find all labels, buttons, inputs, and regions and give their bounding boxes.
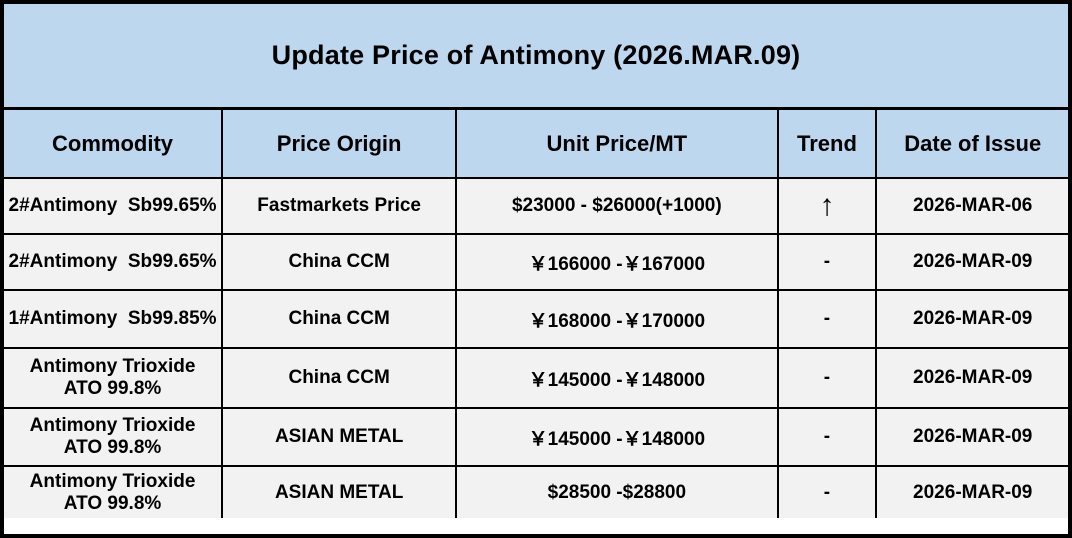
cell-price-origin: China CCM: [221, 289, 458, 349]
cell-date-of-issue: 2026-MAR-09: [875, 233, 1068, 291]
cell-price-origin: ASIAN METAL: [221, 465, 458, 518]
cell-date-of-issue: 2026-MAR-09: [875, 289, 1068, 349]
cell-price-origin: Fastmarkets Price: [221, 177, 458, 235]
cell-price-origin: China CCM: [221, 233, 458, 291]
column-header-trend: Trend: [776, 110, 878, 179]
cell-date-of-issue: 2026-MAR-09: [875, 465, 1068, 518]
trend-flat-dash: -: [776, 289, 878, 349]
cell-commodity: Antimony Trioxide ATO 99.8%: [4, 347, 224, 409]
column-header-date-of-issue: Date of Issue: [875, 110, 1068, 179]
table-row: Antimony Trioxide ATO 99.8% ASIAN METAL …: [4, 465, 1068, 518]
cell-unit-price: $23000 - $26000(+1000): [455, 177, 779, 235]
cell-date-of-issue: 2026-MAR-06: [875, 177, 1068, 235]
column-header-commodity: Commodity: [4, 110, 224, 179]
table-row: 1#Antimony Sb99.85% China CCM ￥168000 -￥…: [4, 289, 1068, 349]
table-row: Antimony Trioxide ATO 99.8% China CCM ￥1…: [4, 347, 1068, 409]
cell-price-origin: ASIAN METAL: [221, 407, 458, 467]
cell-commodity: Antimony Trioxide ATO 99.8%: [4, 407, 224, 467]
cell-date-of-issue: 2026-MAR-09: [875, 407, 1068, 467]
trend-up-arrow-icon: ↑: [776, 177, 878, 235]
column-header-unit-price: Unit Price/MT: [455, 110, 779, 179]
trend-flat-dash: -: [776, 465, 878, 518]
cell-commodity: 1#Antimony Sb99.85%: [4, 289, 224, 349]
cell-commodity: Antimony Trioxide ATO 99.8%: [4, 465, 224, 518]
price-table: Commodity Price Origin Unit Price/MT Tre…: [4, 110, 1068, 518]
cell-unit-price: $28500 -$28800: [455, 465, 779, 518]
trend-flat-dash: -: [776, 407, 878, 467]
cell-commodity: 2#Antimony Sb99.65%: [4, 177, 224, 235]
cell-price-origin: China CCM: [221, 347, 458, 409]
trend-flat-dash: -: [776, 233, 878, 291]
column-header-price-origin: Price Origin: [221, 110, 458, 179]
cell-unit-price: ￥166000 -￥167000: [455, 233, 779, 291]
cell-unit-price: ￥145000 -￥148000: [455, 347, 779, 409]
cell-unit-price: ￥168000 -￥170000: [455, 289, 779, 349]
table-row: Antimony Trioxide ATO 99.8% ASIAN METAL …: [4, 407, 1068, 467]
table-row: 2#Antimony Sb99.65% Fastmarkets Price $2…: [4, 177, 1068, 235]
trend-flat-dash: -: [776, 347, 878, 409]
table-row: 2#Antimony Sb99.65% China CCM ￥166000 -￥…: [4, 233, 1068, 291]
header-row: Commodity Price Origin Unit Price/MT Tre…: [4, 110, 1068, 179]
page-title: Update Price of Antimony (2026.MAR.09): [4, 4, 1068, 110]
cell-commodity: 2#Antimony Sb99.65%: [4, 233, 224, 291]
cell-unit-price: ￥145000 -￥148000: [455, 407, 779, 467]
cell-date-of-issue: 2026-MAR-09: [875, 347, 1068, 409]
